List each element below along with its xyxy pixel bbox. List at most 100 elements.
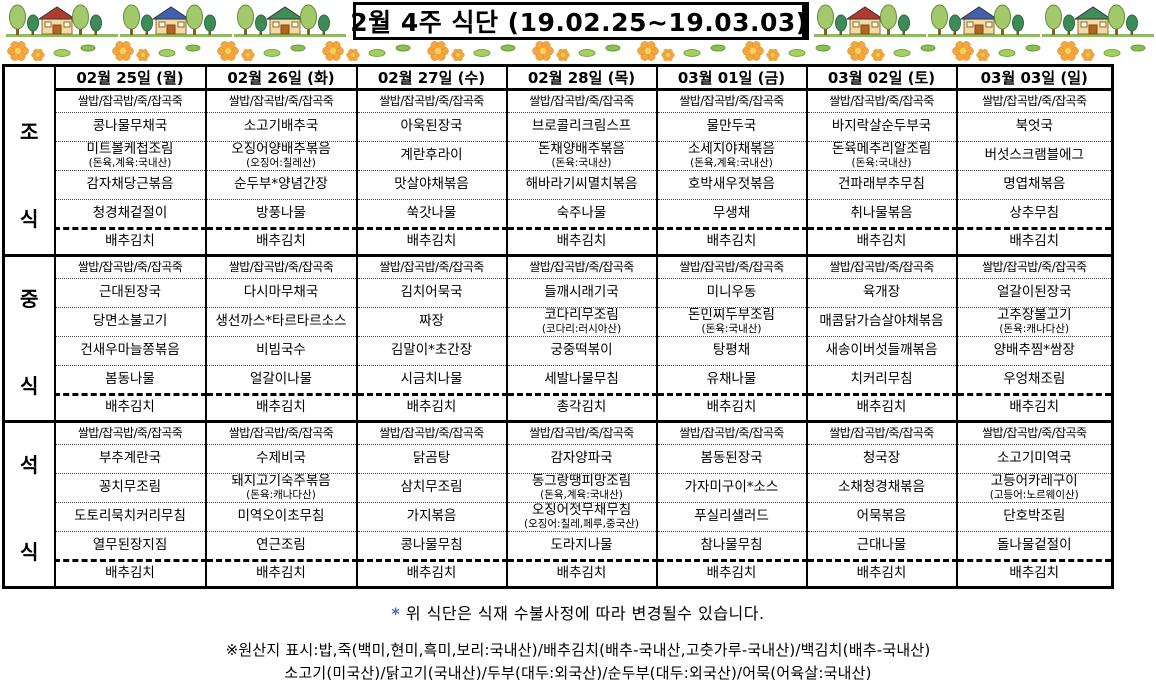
kimchi-cell: 배추김치 (955, 394, 1114, 423)
rice-cell: 쌀밥/잡곡밥/죽/잡곡죽 (53, 421, 207, 445)
dish-origin: (돈육:국내산) (701, 322, 762, 335)
dish-name: 우엉채조림 (1003, 370, 1066, 387)
dish-name: 쌀밥/잡곡밥/죽/잡곡죽 (379, 93, 484, 108)
dish-cell: 푸실리샐러드 (655, 502, 808, 532)
dish-name: 배추김치 (105, 565, 155, 582)
dish-name: 감자채당근볶음 (86, 176, 174, 193)
dish-name: 궁중떡볶이 (550, 342, 613, 359)
rice-cell: 쌀밥/잡곡밥/죽/잡곡죽 (204, 255, 358, 279)
dish-cell: 아욱된장국 (355, 112, 508, 142)
rice-cell: 쌀밥/잡곡밥/죽/잡곡죽 (805, 89, 958, 113)
dish-name: 쌀밥/잡곡밥/죽/잡곡죽 (829, 93, 934, 108)
kimchi-cell: 배추김치 (805, 228, 958, 257)
dish-name: 배추김치 (706, 233, 757, 250)
dish-name: 다시마무채국 (243, 284, 319, 301)
dish-cell: 오징어젓무채무침 (오징어:칠레,페루,중국산) (505, 502, 658, 532)
day-header: 02월 27일 (수) (355, 65, 508, 91)
dish-cell: 우엉채조림 (955, 365, 1114, 396)
dish-cell: 수제비국 (204, 444, 358, 474)
dish-cell: 동그랑땡피망조림 (돈육,계육:국내산) (505, 473, 658, 503)
dish-name: 소세지야채볶음 (688, 141, 775, 158)
dish-name: 배추김치 (1009, 565, 1060, 582)
dish-cell: 호박새우젓볶음 (655, 170, 808, 200)
dish-origin: (돈육:캐나다산) (246, 488, 316, 501)
rice-cell: 쌀밥/잡곡밥/죽/잡곡죽 (204, 89, 358, 113)
dish-origin: (돈육,계육:국내산) (690, 156, 773, 169)
page-header: 2월 4주 식단 (19.02.25~19.03.03) (0, 0, 1156, 62)
dish-cell: 치커리무침 (805, 365, 958, 396)
dish-cell: 돈채양배추볶음 (돈육:국내산) (505, 141, 658, 171)
rice-cell: 쌀밥/잡곡밥/죽/잡곡죽 (505, 255, 658, 279)
dish-name: 버섯스크램블에그 (984, 147, 1084, 164)
dish-cell: 김말이*초간장 (355, 336, 508, 366)
dish-name: 고추장불고기 (996, 307, 1072, 324)
dish-cell: 북엇국 (955, 112, 1114, 142)
dish-cell: 어묵볶음 (805, 502, 958, 532)
dish-cell: 육개장 (805, 278, 958, 308)
kimchi-cell: 배추김치 (204, 228, 358, 257)
change-notice: * 위 식단은 식재 수불사정에 따라 변경될수 있습니다. (0, 600, 1156, 624)
dish-name: 방풍나물 (256, 204, 306, 221)
kimchi-cell: 배추김치 (53, 228, 207, 257)
asterisk-marker: * (391, 604, 401, 623)
dish-name: 미트볼케첩조림 (86, 141, 174, 158)
dish-cell: 도라지나물 (505, 531, 658, 562)
dish-name: 쌀밥/잡곡밥/죽/잡곡죽 (982, 259, 1087, 274)
dish-origin: (돈육:국내산) (851, 156, 912, 169)
dish-name: 삼치무조림 (400, 479, 463, 496)
dish-name: 쑥갓나물 (406, 204, 457, 221)
dish-name: 비빔국수 (256, 342, 306, 359)
dish-origin: (고등어:노르웨이산) (989, 488, 1079, 501)
dish-name: 쌀밥/잡곡밥/죽/잡곡죽 (529, 93, 634, 108)
dish-name: 가자미구이*소스 (684, 479, 779, 496)
dish-cell: 봄동나물 (53, 365, 207, 396)
dish-cell: 양배추찜*쌈장 (955, 336, 1114, 366)
dish-cell: 건파래부추무침 (805, 170, 958, 200)
rice-cell: 쌀밥/잡곡밥/죽/잡곡죽 (955, 89, 1114, 113)
dish-cell: 다시마무채국 (204, 278, 358, 308)
dish-cell: 열무된장지짐 (53, 531, 207, 562)
dish-name: 총각김치 (556, 399, 607, 416)
page-title: 2월 4주 식단 (19.02.25~19.03.03) (350, 2, 809, 40)
dish-cell: 세발나물무침 (505, 365, 658, 396)
dish-cell: 참나물무침 (655, 531, 808, 562)
dish-name: 생선까스*타르타르소스 (215, 313, 347, 330)
dish-name: 어묵볶음 (856, 508, 907, 525)
dish-cell: 당면소불고기 (53, 307, 207, 337)
dish-name: 얼갈이된장국 (996, 284, 1072, 301)
dish-name: 북엇국 (1015, 118, 1053, 135)
dish-name: 배추김치 (1009, 399, 1060, 416)
dish-name: 소고기미역국 (996, 450, 1072, 467)
dish-cell: 건새우마늘쫑볶음 (53, 336, 207, 366)
dish-cell: 오징어양배추볶음 (오징어:칠레산) (204, 141, 358, 171)
dish-name: 청경채겉절이 (92, 204, 168, 221)
dish-name: 당면소불고기 (92, 313, 168, 330)
dish-name: 쌀밥/잡곡밥/죽/잡곡죽 (529, 259, 634, 274)
dish-origin: (돈육,계육:국내산) (540, 488, 623, 501)
dish-name: 쌀밥/잡곡밥/죽/잡곡죽 (982, 425, 1087, 440)
dish-cell: 해바라기씨멸치볶음 (505, 170, 658, 200)
dish-cell: 취나물볶음 (805, 199, 958, 230)
dish-name: 열무된장지짐 (92, 536, 168, 553)
dish-cell: 탕평채 (655, 336, 808, 366)
dish-cell: 도토리묵치커리무침 (53, 502, 207, 532)
kimchi-cell: 배추김치 (655, 560, 808, 589)
rice-cell: 쌀밥/잡곡밥/죽/잡곡죽 (805, 255, 958, 279)
dish-name: 명엽채볶음 (1003, 176, 1066, 193)
dish-cell: 유채나물 (655, 365, 808, 396)
dish-name: 배추김치 (706, 565, 757, 582)
dish-cell: 미역오이초무침 (204, 502, 358, 532)
dish-name: 소고기배추국 (243, 118, 319, 135)
dish-name: 수제비국 (256, 450, 306, 467)
dish-name: 쌀밥/잡곡밥/죽/잡곡죽 (228, 259, 334, 274)
kimchi-cell: 배추김치 (805, 394, 958, 423)
dish-origin: (오징어:칠레산) (246, 156, 316, 169)
dish-name: 배추김치 (856, 565, 907, 582)
dish-name: 들깨시래기국 (544, 284, 619, 301)
rice-cell: 쌀밥/잡곡밥/죽/잡곡죽 (505, 421, 658, 445)
dish-cell: 봄동된장국 (655, 444, 808, 474)
footer-notes: * 위 식단은 식재 수불사정에 따라 변경될수 있습니다. ※원산지 표시:밥… (0, 600, 1156, 686)
section-label-char: 석 (20, 452, 39, 477)
dish-name: 배추김치 (105, 233, 155, 250)
day-header: 03월 02일 (토) (805, 65, 958, 91)
